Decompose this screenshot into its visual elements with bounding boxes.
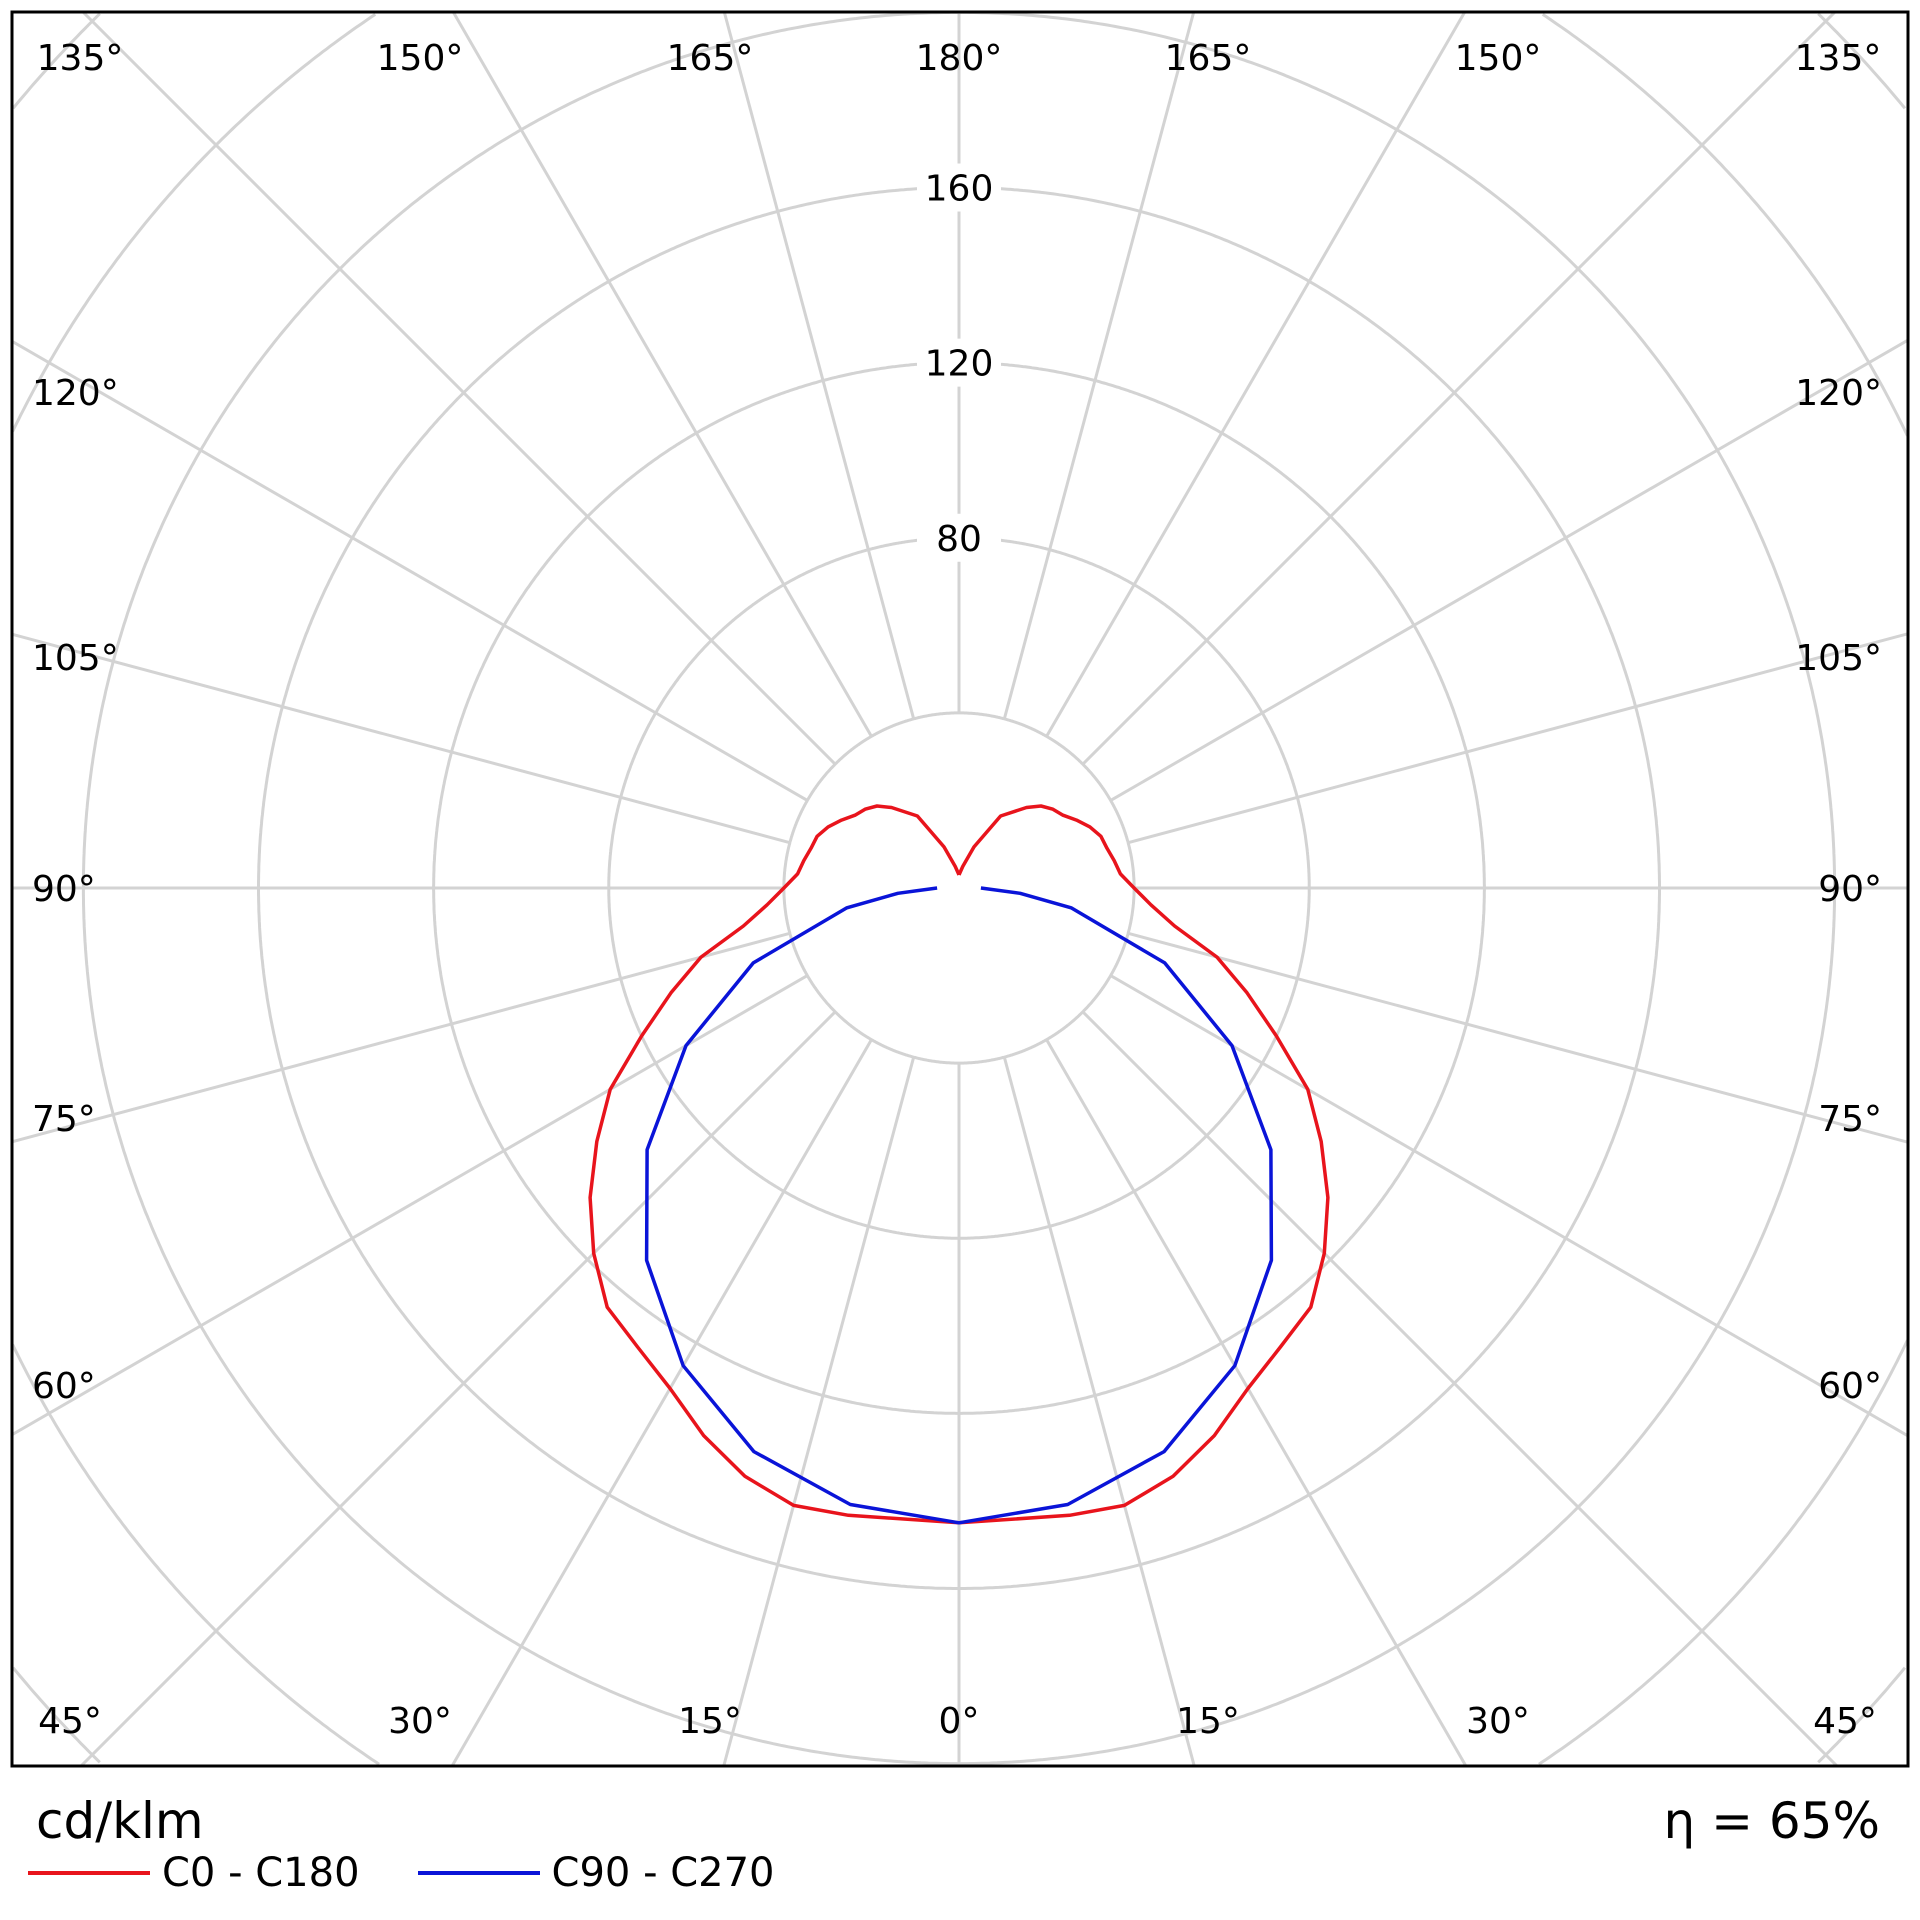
grid-spoke [1127, 632, 1908, 845]
plot-frame [10, 10, 1910, 1768]
angle-label-left: 120° [32, 373, 119, 414]
angle-label-right: 105° [1795, 638, 1882, 679]
grid-ring [12, 12, 1907, 1764]
tick-label-bg [917, 163, 1001, 212]
grid-spoke [1002, 1056, 1196, 1766]
angle-label-right: 60° [1818, 1366, 1882, 1407]
tick-label-bg [917, 513, 1001, 562]
grid-spoke [12, 974, 809, 1437]
tick-label-bg [917, 338, 1001, 387]
legend-label: C0 - C180 [162, 1850, 360, 1896]
grid-spoke [1045, 12, 1467, 738]
legend: C0 - C180 C90 - C270 [28, 1850, 833, 1896]
angle-label-bottom: 45° [38, 1701, 102, 1742]
grid-spoke [1109, 338, 1908, 802]
angle-labels: 135° 150° 165° 180° 165° 150° 135° 45° 30° 15° 0° 1… [32, 38, 1882, 1742]
radial-tick-label: 160 [925, 169, 994, 210]
polar-grid [12, 12, 1908, 1766]
angle-label-bottom: 15° [678, 1701, 742, 1742]
angle-label-top: 180° [916, 38, 1003, 79]
grid-spoke [1045, 1038, 1468, 1766]
grid-spoke [1002, 12, 1196, 720]
grid-spoke [1127, 931, 1908, 1144]
angle-label-bottom: 15° [1176, 1701, 1240, 1742]
angle-label-top: 135° [1795, 38, 1882, 79]
grid-spoke [1081, 1010, 1839, 1766]
grid-spoke [79, 1010, 837, 1766]
efficiency-label: η = 65% [1663, 1792, 1880, 1850]
legend-item-c0-c180: C0 - C180 [28, 1850, 360, 1896]
angle-label-top: 150° [1455, 38, 1542, 79]
unit-label: cd/klm [36, 1792, 204, 1850]
legend-swatch-blue [417, 1871, 540, 1875]
grid-spoke [722, 12, 916, 720]
series-curve-c90-c270 [644, 886, 1274, 1525]
angle-label-bottom: 0° [939, 1701, 980, 1742]
angle-label-left: 75° [32, 1099, 96, 1140]
angle-label-bottom: 45° [1813, 1701, 1877, 1742]
legend-label: C90 - C270 [551, 1850, 775, 1896]
grid-ring [782, 711, 1136, 1065]
angle-label-left: 105° [32, 638, 119, 679]
radial-tick-label: 120 [925, 344, 994, 385]
grid-spoke [450, 1038, 873, 1766]
grid-spoke [722, 1056, 916, 1766]
grid-spoke [12, 931, 791, 1144]
legend-swatch-red [28, 1871, 150, 1875]
angle-label-right: 90° [1818, 869, 1882, 910]
angle-label-top: 165° [667, 38, 754, 79]
grid-spoke [12, 339, 809, 802]
angle-label-right: 120° [1795, 373, 1882, 414]
grid-spoke [81, 12, 837, 766]
angle-label-top: 165° [1165, 38, 1252, 79]
legend-item-c90-c270: C90 - C270 [417, 1850, 775, 1896]
angle-label-top: 135° [37, 38, 124, 79]
grid-spoke [451, 12, 873, 738]
grid-spoke [1109, 974, 1908, 1438]
grid-ring [12, 13, 1908, 1766]
angle-label-right: 75° [1818, 1099, 1882, 1140]
radial-tick-label: 80 [936, 519, 982, 560]
angle-label-left: 90° [32, 869, 96, 910]
angle-label-bottom: 30° [1466, 1701, 1530, 1742]
angle-label-top: 150° [377, 38, 464, 79]
angle-label-bottom: 30° [388, 1701, 452, 1742]
radial-tick-labels: 80 120 160 [917, 163, 1001, 562]
angle-label-left: 60° [32, 1366, 96, 1407]
curves [588, 804, 1330, 1525]
grid-spoke [12, 632, 791, 845]
grid-spoke [1081, 12, 1837, 766]
